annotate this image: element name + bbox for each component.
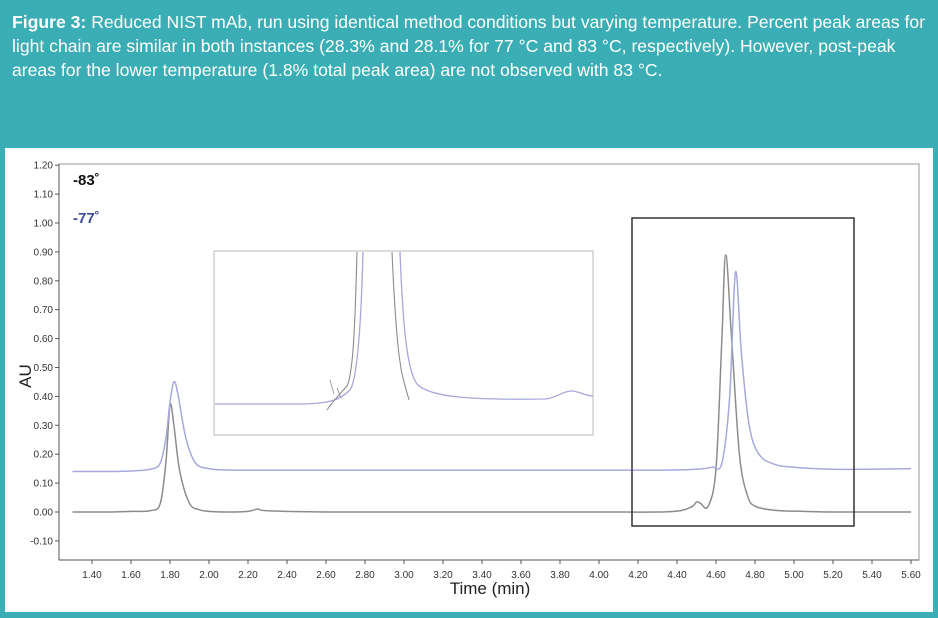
inset-trace-83 [326,251,410,411]
inset-zoom [213,250,594,436]
chromatogram-chart: -0.10 0.00 0.10 0.20 0.30 0.40 0.50 0.60 0.70 0.8… [16,161,921,598]
caption-box: Figure 3: Reduced NIST mAb, run using id… [0,0,938,146]
x-tick-label: 2.20 [238,570,258,581]
y-tick-label: 0.80 [34,276,54,287]
x-tick-label: 4.80 [745,570,765,581]
y-tick-label: 1.10 [34,190,54,201]
caption-label: Figure 3: [12,12,87,32]
trace-83 [72,254,912,513]
x-tick-label: 3.60 [511,570,531,581]
x-tick-label: 5.20 [823,570,843,581]
x-tick-label: 5.00 [784,570,804,581]
x-tick-label: 4.40 [667,570,687,581]
x-tick-label: 4.20 [628,570,648,581]
x-axis-title: Time (min) [450,579,531,598]
y-tick-label: 0.50 [34,363,54,374]
x-tick-label: 2.60 [316,570,336,581]
y-axis-title: AU [16,364,35,388]
y-tick-label: 0.60 [34,334,54,345]
plot-area: -0.10 0.00 0.10 0.20 0.30 0.40 0.50 0.60 0.70 0.8… [5,148,933,612]
trace-77 [72,271,912,473]
x-tick-label: 2.40 [277,570,297,581]
x-tick-label: 3.00 [394,570,414,581]
y-tick-label: 0.90 [34,247,54,258]
y-tick-label: 0.40 [34,392,54,403]
x-tick-label: 3.80 [550,570,570,581]
x-tick-label: 1.80 [160,570,180,581]
inset-frame [213,250,594,436]
x-tick-label: 4.60 [706,570,726,581]
x-tick-label: 2.00 [199,570,219,581]
y-tick-label: 0.70 [34,305,54,316]
x-tick-label: 3.20 [433,570,453,581]
legend-item-77: -77˚ [73,210,100,227]
x-tick-label: 5.40 [862,570,882,581]
x-tick-label: 2.80 [355,570,375,581]
y-tick-label: 0.10 [34,479,54,490]
x-tick-label: 5.60 [901,570,921,581]
x-tick-label: 4.00 [589,570,609,581]
x-tick-label: 3.40 [472,570,492,581]
y-tick-label: 0.30 [34,421,54,432]
y-tick-label: 1.00 [34,219,54,230]
x-tick-label: 1.40 [82,570,102,581]
y-tick-label: 0.20 [34,450,54,461]
inset-marker [329,379,342,399]
caption-text: Reduced NIST mAb, run using identical me… [12,12,926,80]
highlight-box [631,217,855,527]
y-tick-label: -0.10 [30,536,53,547]
y-tick-label: 1.20 [34,161,54,172]
y-tick-label: 0.00 [34,508,54,519]
legend-item-83: -83˚ [73,172,100,189]
inset-trace-77 [215,251,594,405]
figure-caption: Figure 3: Reduced NIST mAb, run using id… [12,10,927,82]
x-tick-label: 1.60 [121,570,141,581]
